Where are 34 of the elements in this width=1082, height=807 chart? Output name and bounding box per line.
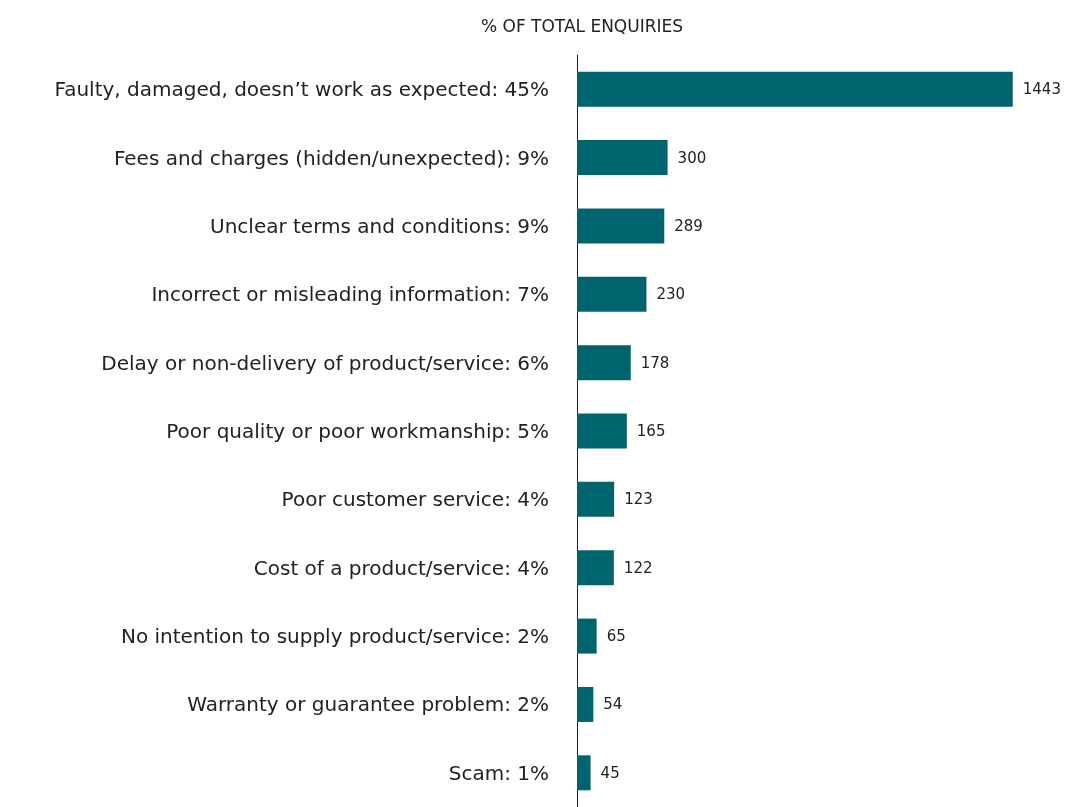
y-tick-label: Poor quality or poor workmanship: 5% xyxy=(166,419,549,443)
bar xyxy=(577,140,668,176)
bar xyxy=(577,686,594,722)
data-label: 123 xyxy=(624,490,653,509)
bar xyxy=(577,345,631,381)
y-tick-label: No intention to supply product/service: 2% xyxy=(120,624,549,649)
bar xyxy=(577,550,614,586)
data-label: 165 xyxy=(636,422,666,440)
y-tick-label: Incorrect or misleading information: 7% xyxy=(151,282,549,307)
data-label: 178 xyxy=(640,353,670,372)
bar xyxy=(577,413,627,449)
bar xyxy=(577,481,615,517)
data-label: 65 xyxy=(606,627,626,646)
bar xyxy=(577,208,665,244)
y-tick-label: Delay or non-delivery of product/service: 6% xyxy=(101,350,549,375)
y-tick-label: Poor customer service: 4% xyxy=(281,487,549,512)
bar xyxy=(577,755,591,791)
y-tick-label: Warranty or guarantee problem: 2% xyxy=(187,692,549,717)
bar xyxy=(577,276,647,312)
data-label: 45 xyxy=(600,763,620,782)
chart-title: % OF TOTAL ENQUIRIES xyxy=(480,15,684,36)
data-label: 54 xyxy=(603,695,623,714)
data-label: 300 xyxy=(677,148,707,167)
data-label: 122 xyxy=(623,558,653,577)
data-label: 289 xyxy=(674,216,703,235)
y-tick-label: Scam: 1% xyxy=(448,760,549,785)
data-label: 230 xyxy=(656,285,686,304)
y-tick-label: Unclear terms and conditions: 9% xyxy=(210,213,549,238)
y-tick-label: Fees and charges (hidden/unexpected): 9% xyxy=(113,145,549,170)
data-label: 1443 xyxy=(1022,80,1061,99)
y-tick-label: Faulty, damaged, doesn’t work as expected: 45% xyxy=(54,77,549,102)
bar xyxy=(577,71,1013,107)
y-tick-label: Cost of a product/service: 4% xyxy=(253,555,549,580)
bar xyxy=(577,618,597,654)
